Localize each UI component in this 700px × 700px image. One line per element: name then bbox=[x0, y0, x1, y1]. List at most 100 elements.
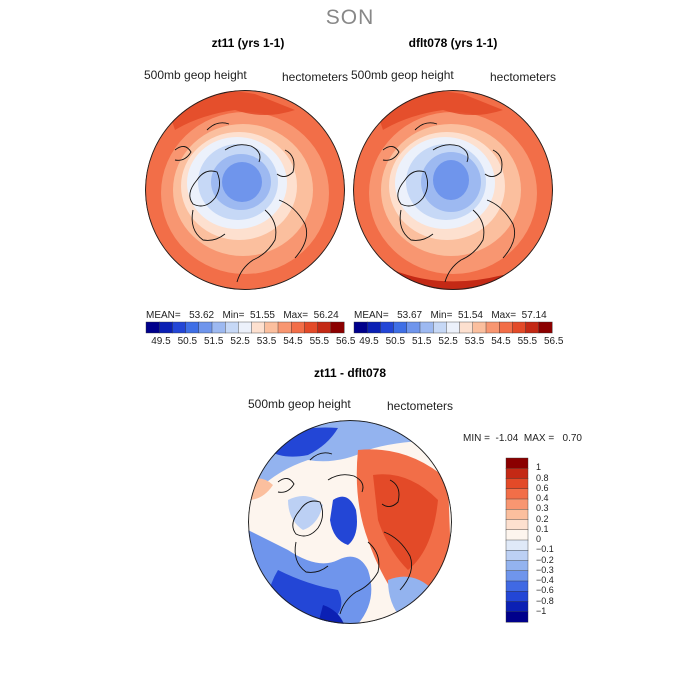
panel2-colorbar-ticks: 49.5 50.5 51.5 52.5 53.5 54.5 55.5 56.5 bbox=[354, 336, 563, 348]
panel2-colorbar-cell bbox=[393, 321, 408, 334]
panel1-tick-label: 49.5 bbox=[151, 336, 171, 347]
panel2-colorbar-cell bbox=[472, 321, 487, 334]
diff-colorbar-cell bbox=[505, 509, 529, 521]
diff-tick-label: 1 bbox=[536, 462, 542, 473]
panel2-colorbar-cell bbox=[432, 321, 447, 334]
panel2-colorbar-cell bbox=[538, 321, 553, 334]
panel1-min-label: Min= bbox=[222, 310, 245, 321]
panel1-colorbar-cell bbox=[145, 321, 160, 334]
diff-tick-label: 0 bbox=[536, 534, 542, 544]
panel1-colorbar-ticks: 49.5 50.5 51.5 52.5 53.5 54.5 55.5 56.5 bbox=[146, 336, 355, 348]
panel1-colorbar-cell bbox=[198, 321, 213, 334]
diff-tick-label: −0.6 bbox=[536, 585, 554, 596]
diff-colorbar-cell bbox=[505, 457, 529, 469]
panel1-colorbar-cell bbox=[330, 321, 345, 334]
panel1-max-label: Max= bbox=[283, 310, 309, 321]
panel2-colorbar-cell bbox=[446, 321, 461, 334]
diff-panel-title: zt11 - dflt078 bbox=[313, 366, 387, 380]
panel1-colorbar bbox=[145, 321, 345, 334]
diff-colorbar-ticks: 1 0.8 0.6 0.4 0.3 0.2 0.1 0 −0.1 −0.2 −0.3 −0.4 −0.6… bbox=[536, 458, 576, 622]
diff-colorbar-cell bbox=[505, 519, 529, 531]
diff-arctic-neg bbox=[330, 496, 357, 545]
panel1-tick-label: 50.5 bbox=[177, 336, 198, 347]
diff-tick-label: 0.1 bbox=[536, 523, 549, 534]
panel2-min-value: 51.54 bbox=[457, 310, 483, 321]
panel2-colorbar-cell bbox=[512, 321, 527, 334]
diff-tick-label: −0.4 bbox=[536, 575, 554, 585]
panel1-max-value: 56.24 bbox=[313, 310, 339, 321]
panel1-mean-value: 53.62 bbox=[189, 310, 215, 321]
diff-canada-neg bbox=[288, 496, 323, 530]
diff-colorbar-cell bbox=[505, 550, 529, 562]
diff-colorbar-cell bbox=[505, 539, 529, 551]
panel1-colorbar-cell bbox=[317, 321, 332, 334]
panel2-colorbar-cell bbox=[419, 321, 434, 334]
panel2-tick-label: 55.5 bbox=[517, 336, 538, 347]
diff-colorbar-cell bbox=[505, 498, 529, 510]
panel1-ring-pole bbox=[222, 162, 262, 202]
diff-tick-label: 0.8 bbox=[536, 472, 549, 483]
panel2-tick-label: 53.5 bbox=[464, 336, 485, 347]
diff-min-value: -1.04 bbox=[495, 433, 519, 444]
panel1-colorbar-cell bbox=[211, 321, 226, 334]
diff-min-label: MIN = bbox=[463, 433, 490, 444]
panel1-mean-label: MEAN= bbox=[146, 310, 181, 321]
panel1-colorbar-cell bbox=[185, 321, 200, 334]
diff-tick-label: 0.3 bbox=[536, 503, 549, 514]
diff-colorbar-cell bbox=[505, 468, 529, 480]
season-title: SON bbox=[325, 6, 375, 29]
panel1-colorbar-cell bbox=[158, 321, 173, 334]
panel1-colorbar-cell bbox=[224, 321, 239, 334]
panel2-title: dflt078 (yrs 1-1) bbox=[408, 36, 498, 50]
diff-colorbar-cell bbox=[505, 560, 529, 572]
panel1-tick-label: 56.5 bbox=[336, 336, 356, 347]
diff-colorbar-cell bbox=[505, 529, 529, 541]
panel2-tick-label: 50.5 bbox=[385, 336, 406, 347]
diff-colorbar-cell bbox=[505, 570, 529, 582]
panel1-colorbar-cell bbox=[290, 321, 305, 334]
panel2-max-value: 57.14 bbox=[521, 310, 547, 321]
panel1-units-label: hectometers bbox=[282, 70, 349, 84]
diff-colorbar-cell bbox=[505, 488, 529, 500]
diff-stats: MIN = -1.04 MAX = 0.70 bbox=[463, 433, 582, 444]
diff-tick-label: −1 bbox=[536, 605, 547, 616]
diff-tick-label: 0.2 bbox=[536, 513, 549, 524]
panel2-mean-label: MEAN= bbox=[354, 310, 389, 321]
panel2-tick-label: 49.5 bbox=[359, 336, 379, 347]
panel1-min-value: 51.55 bbox=[249, 310, 275, 321]
panel2-colorbar-cell bbox=[498, 321, 513, 334]
diff-max-value: 0.70 bbox=[562, 433, 582, 444]
panel2-coastlines bbox=[382, 122, 516, 283]
diff-tick-label: 0.6 bbox=[536, 482, 549, 493]
diff-eurasia-core bbox=[373, 474, 438, 570]
panel1-tick-label: 55.5 bbox=[309, 336, 330, 347]
panel1-variable-label: 500mb geop height bbox=[144, 68, 247, 82]
diff-colorbar-cell bbox=[505, 601, 529, 613]
panel1-colorbar-cell bbox=[172, 321, 187, 334]
panel2-colorbar-cell bbox=[485, 321, 500, 334]
diff-units-label: hectometers bbox=[387, 399, 454, 413]
panel1-polar-map bbox=[145, 90, 345, 290]
panel1-tick-label: 52.5 bbox=[230, 336, 250, 347]
diff-max-label: MAX = bbox=[523, 433, 555, 444]
panel1-tick-label: 53.5 bbox=[256, 336, 277, 347]
panel2-tick-label: 52.5 bbox=[438, 336, 458, 347]
diff-tick-label: −0.8 bbox=[536, 595, 554, 606]
diff-tick-label: 0.4 bbox=[536, 493, 549, 503]
panel2-colorbar-cell bbox=[380, 321, 395, 334]
diff-colorbar-cell bbox=[505, 580, 529, 592]
panel2-colorbar-cell bbox=[406, 321, 421, 334]
panel2-mean-value: 53.67 bbox=[397, 310, 423, 321]
panel1-stats: MEAN= 53.62 Min= 51.55 Max= 56.24 bbox=[146, 310, 339, 321]
panel2-colorbar-cell bbox=[525, 321, 540, 334]
panel2-stats: MEAN= 53.67 Min= 51.54 Max= 57.14 bbox=[354, 310, 547, 321]
panel2-variable-label: 500mb geop height bbox=[351, 68, 454, 82]
diff-colorbar bbox=[505, 457, 529, 623]
diff-variable-label: 500mb geop height bbox=[248, 397, 351, 411]
panel2-tick-label: 56.5 bbox=[544, 336, 564, 347]
panel2-tick-label: 54.5 bbox=[491, 336, 511, 347]
panel1-colorbar-cell bbox=[277, 321, 292, 334]
diff-min-core bbox=[318, 605, 344, 624]
panel1-tick-label: 51.5 bbox=[204, 336, 224, 347]
panel2-units-label: hectometers bbox=[490, 70, 557, 84]
